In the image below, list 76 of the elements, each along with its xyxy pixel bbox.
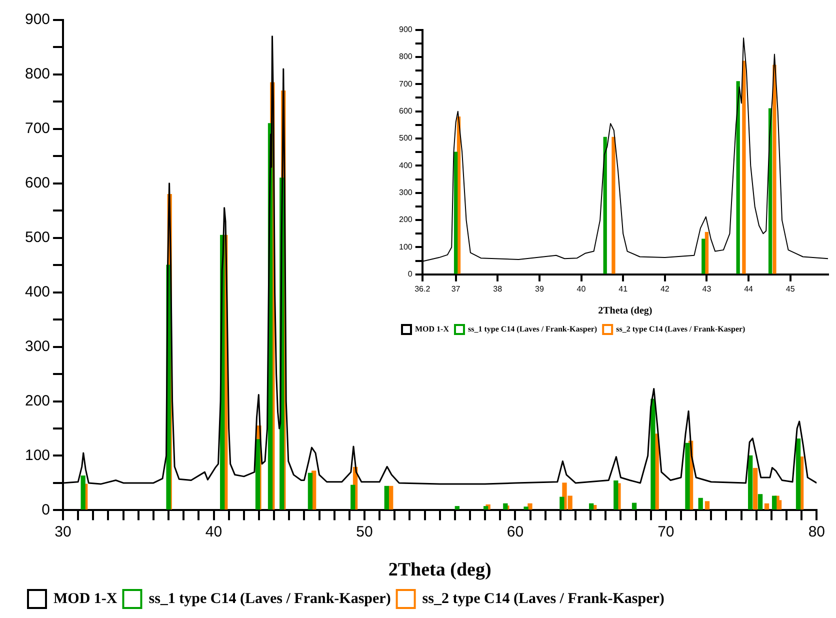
y-tick-label: 700 (398, 79, 413, 88)
y-tick-label: 400 (24, 283, 50, 300)
bar (704, 232, 709, 274)
y-tick-label: 500 (24, 229, 50, 246)
bar (614, 480, 618, 510)
x-tick-label: 60 (506, 523, 524, 540)
bar (772, 496, 777, 510)
bar (796, 438, 801, 510)
x-tick-label: 39 (534, 284, 544, 294)
y-tick-label: 200 (24, 392, 50, 410)
y-tick-label: 800 (24, 66, 50, 83)
bar (454, 506, 460, 510)
x-tick-label: 40 (576, 284, 586, 294)
legend-label: ss_2 type C14 (Laves / Frank-Kasper) (616, 324, 746, 334)
bar (772, 64, 776, 274)
bar (454, 152, 458, 274)
x-tick-label: 36.2 (414, 284, 431, 294)
bar (483, 506, 488, 510)
x-tick-label: 50 (356, 523, 373, 540)
x-tick-label: 44 (744, 284, 754, 294)
y-tick-label: 400 (398, 160, 413, 170)
bar (752, 468, 758, 510)
y-tick-label: 300 (24, 338, 50, 355)
x-tick-label: 45 (786, 284, 796, 294)
bar (650, 398, 656, 510)
legend-label: ss_1 type C14 (Laves / Frank-Kasper) (468, 324, 598, 334)
y-tick-label: 300 (398, 188, 413, 198)
bar (384, 486, 389, 510)
bar (308, 472, 313, 510)
x-tick-label: 80 (808, 523, 825, 540)
bar (758, 494, 763, 510)
bar (588, 503, 594, 510)
bar (702, 238, 706, 274)
y-tick-label: 800 (398, 52, 413, 62)
x-tick-label: 41 (618, 284, 628, 294)
bar (698, 498, 703, 510)
x-tick-label: 42 (660, 284, 670, 294)
bar (524, 506, 528, 510)
y-tick-label: 600 (398, 106, 413, 116)
bar (704, 501, 710, 510)
bar (560, 496, 564, 510)
bar (736, 81, 740, 274)
bar (748, 455, 753, 510)
x-tick-label: 43 (702, 284, 712, 294)
y-tick-label: 500 (398, 134, 413, 143)
bar (742, 60, 746, 274)
bar (764, 503, 770, 510)
bar (612, 136, 616, 274)
legend-label: MOD 1-X (415, 324, 450, 334)
legend-label: ss_2 type C14 (Laves / Frank-Kasper) (422, 590, 664, 607)
y-tick-label: 900 (398, 25, 413, 34)
bar (503, 503, 508, 510)
y-tick-label: 100 (24, 446, 50, 464)
bar (685, 442, 690, 510)
bar (603, 136, 607, 274)
x-axis-title: 2Theta (deg) (598, 306, 652, 317)
y-tick-label: 0 (408, 270, 413, 279)
bar (350, 484, 356, 510)
y-tick-label: 600 (24, 174, 50, 192)
bar (80, 476, 86, 510)
x-axis-title: 2Theta (deg) (388, 560, 492, 581)
x-tick-label: 37 (451, 284, 461, 294)
bar (632, 502, 637, 510)
y-tick-label: 200 (398, 215, 413, 224)
x-tick-label: 40 (205, 523, 222, 540)
bar (255, 439, 260, 510)
legend-label: MOD 1-X (54, 590, 118, 607)
x-tick-label: 38 (493, 284, 503, 294)
x-tick-label: 70 (658, 523, 674, 540)
x-tick-label: 30 (54, 523, 72, 540)
y-tick-label: 700 (24, 120, 50, 138)
y-tick-label: 100 (398, 242, 413, 252)
bar (528, 503, 532, 510)
legend-label: ss_1 type C14 (Laves / Frank-Kasper) (148, 590, 391, 607)
y-tick-label: 0 (42, 501, 50, 518)
y-tick-label: 900 (24, 11, 50, 28)
